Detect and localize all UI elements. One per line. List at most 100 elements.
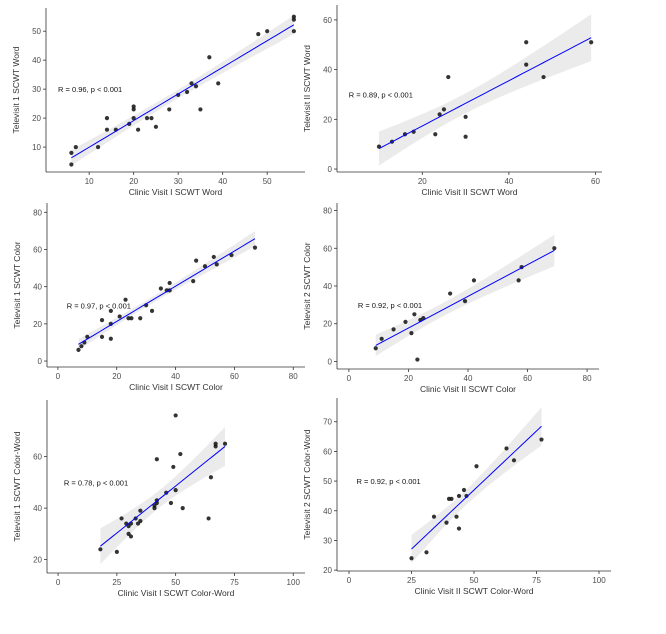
data-point xyxy=(180,506,185,511)
data-point xyxy=(409,331,414,336)
data-point xyxy=(168,500,174,506)
data-point xyxy=(167,280,172,286)
data-point xyxy=(461,487,467,493)
correlation-annotation: R = 0.78, p < 0.001 xyxy=(64,478,128,487)
regression-line xyxy=(378,37,592,150)
y-tick-label: 20 xyxy=(323,566,332,575)
data-point xyxy=(76,347,81,352)
y-tick-label: 40 xyxy=(323,282,332,291)
data-point xyxy=(213,441,218,446)
confidence-band xyxy=(100,426,226,565)
data-point xyxy=(464,493,469,499)
data-point xyxy=(138,518,143,524)
data-point xyxy=(114,549,119,554)
data-point xyxy=(462,298,468,304)
y-tick-label: 40 xyxy=(323,507,332,516)
data-point xyxy=(138,508,143,513)
y-tick-label: 60 xyxy=(323,447,332,456)
data-point xyxy=(431,514,437,519)
data-point xyxy=(524,40,529,45)
y-tick-label: 80 xyxy=(323,207,332,216)
y-axis-label: Televisit 1 SCWT Color-Word xyxy=(12,431,22,541)
data-point xyxy=(144,116,150,121)
y-tick-label: 30 xyxy=(323,536,332,545)
x-tick-label: 100 xyxy=(287,578,301,587)
data-point xyxy=(448,291,453,296)
x-tick-label: 0 xyxy=(347,576,352,585)
data-point xyxy=(216,81,221,86)
data-point xyxy=(198,107,203,112)
data-point xyxy=(516,278,521,283)
data-point xyxy=(194,258,199,263)
y-tick-label: 20 xyxy=(33,556,42,565)
data-point xyxy=(202,264,208,269)
x-axis-label: Clinic Visit II SCWT Word xyxy=(422,187,518,197)
data-point xyxy=(131,107,136,112)
x-tick-label: 50 xyxy=(470,576,479,585)
y-tick-label: 40 xyxy=(323,66,332,75)
x-tick-label: 80 xyxy=(289,372,298,381)
data-point xyxy=(189,81,194,86)
y-axis-label: Televisit 1 SCWT Word xyxy=(11,46,21,133)
y-tick-label: 20 xyxy=(323,115,332,124)
y-tick-label: 30 xyxy=(32,85,41,94)
data-point xyxy=(98,547,103,552)
data-point xyxy=(95,144,101,150)
y-tick-label: 70 xyxy=(323,418,332,427)
data-point xyxy=(291,17,296,22)
y-tick-label: 50 xyxy=(323,477,332,486)
data-point xyxy=(108,336,113,341)
data-point xyxy=(211,254,216,260)
data-point xyxy=(154,457,159,462)
x-tick-label: 0 xyxy=(347,374,352,383)
data-point xyxy=(178,451,183,457)
data-point xyxy=(373,346,378,351)
correlation-annotation: R = 0.92, p < 0.001 xyxy=(357,477,421,486)
data-point xyxy=(153,124,159,129)
x-tick-label: 40 xyxy=(504,177,513,186)
data-point xyxy=(167,107,172,112)
x-tick-label: 20 xyxy=(418,177,427,186)
data-point xyxy=(128,534,134,539)
x-tick-label: 100 xyxy=(592,576,606,585)
data-point xyxy=(463,114,468,119)
x-tick-label: 50 xyxy=(263,177,272,186)
x-tick-label: 50 xyxy=(171,578,180,587)
x-tick-label: 60 xyxy=(591,177,600,186)
data-point xyxy=(541,74,546,80)
y-tick-label: 20 xyxy=(323,320,332,329)
data-point xyxy=(123,297,128,302)
x-tick-label: 30 xyxy=(174,177,183,186)
data-point xyxy=(403,319,408,324)
confidence-band xyxy=(375,234,555,357)
y-axis-label: Televisit 2 SCWT Color-Word xyxy=(302,429,312,539)
x-tick-label: 0 xyxy=(56,372,61,381)
data-point xyxy=(454,514,459,519)
data-point xyxy=(437,112,442,117)
x-tick-label: 40 xyxy=(171,372,180,381)
data-point xyxy=(441,107,447,112)
regression-line xyxy=(100,446,226,547)
data-point xyxy=(104,127,110,132)
panel-4: 0 20 40 60 80 0 20 40 60 80 Clinic Visit II SCWT C… xyxy=(302,203,599,394)
regression-line xyxy=(375,249,555,346)
data-point xyxy=(129,316,134,321)
y-axis-label: Televisit 2 SCWT Color xyxy=(302,242,312,329)
data-point xyxy=(214,262,219,267)
data-point xyxy=(99,318,105,323)
x-tick-label: 10 xyxy=(85,177,94,186)
data-point xyxy=(149,116,154,121)
data-point xyxy=(504,446,509,451)
data-point xyxy=(171,464,176,470)
data-point xyxy=(149,308,155,313)
data-point xyxy=(138,316,143,321)
x-tick-label: 0 xyxy=(56,578,61,587)
data-point xyxy=(193,84,199,89)
data-point xyxy=(173,413,178,418)
x-axis-label: Clinic Visit I SCWT Word xyxy=(129,187,223,197)
data-point xyxy=(552,246,557,251)
x-tick-label: 75 xyxy=(230,578,239,587)
panel-1: 10 20 30 40 50 10 20 30 40 50 Clinic Visit I SCWT … xyxy=(11,8,305,197)
data-point xyxy=(119,516,124,521)
